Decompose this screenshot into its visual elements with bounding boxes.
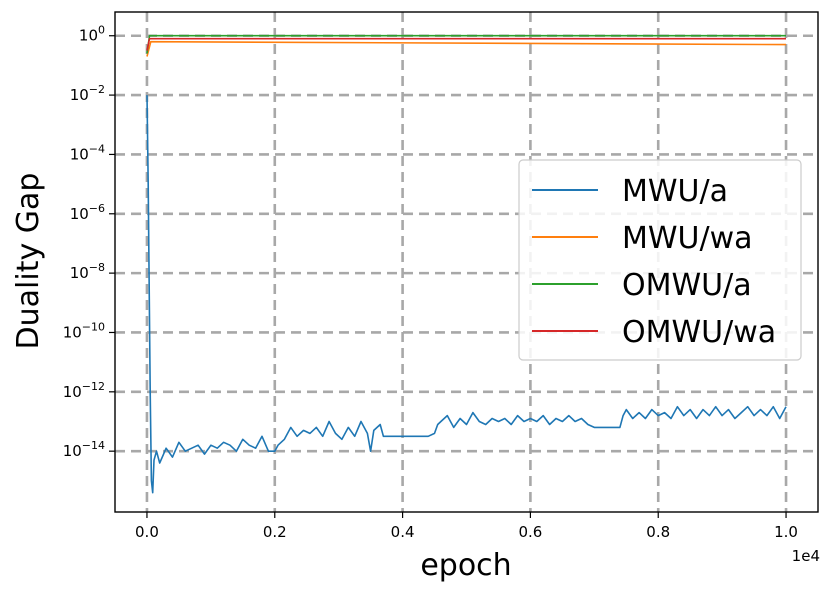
y-axis-label: Duality Gap (11, 173, 46, 350)
plot-frame (114, 11, 819, 513)
legend: MWU/a MWU/wa OMWU/a OMWU/wa (518, 159, 802, 361)
x-tick-label: 0.4 (391, 523, 415, 541)
x-axis-label: epoch (420, 548, 511, 583)
y-tick-exponent: −10 (82, 320, 105, 333)
y-tick-exponent: −14 (82, 439, 105, 452)
y-tick-base: 10 (70, 264, 89, 282)
series-lines (146, 34, 787, 494)
y-tick-label: 10−4 (70, 142, 105, 163)
y-tick-base: 10 (63, 383, 82, 401)
y-tick-exponent: −8 (89, 261, 105, 274)
y-tick-base: 10 (70, 205, 89, 223)
y-tick-label: 10−10 (63, 320, 105, 341)
x-tick-label: 0.2 (263, 523, 287, 541)
y-tick-base: 10 (63, 323, 82, 341)
legend-label: OMWU/wa (622, 315, 776, 350)
legend-box (518, 159, 802, 361)
series-line-mwu-a (146, 95, 787, 494)
y-tick-label: 10−6 (70, 202, 105, 223)
x-tick-label: 0.0 (135, 523, 159, 541)
legend-label: MWU/wa (622, 221, 753, 256)
y-tick-label: 10−8 (70, 261, 105, 282)
series-line-mwu-wa (146, 40, 787, 57)
x-tick-label: 1.0 (774, 523, 798, 541)
y-tick-label: 10−2 (70, 83, 105, 104)
series-line-omwu-wa (146, 37, 786, 51)
y-tick-base: 10 (79, 27, 98, 45)
y-tick-label: 100 (79, 24, 105, 45)
y-tick-base: 10 (70, 86, 89, 104)
legend-label: OMWU/a (622, 268, 752, 303)
x-tick-label: 0.8 (646, 523, 670, 541)
y-tick-label: 10−14 (63, 439, 105, 460)
legend-label: MWU/a (622, 174, 728, 209)
y-tick-label: 10−12 (63, 380, 105, 401)
x-offset-label: 1e4 (792, 547, 820, 565)
y-tick-exponent: −4 (89, 142, 105, 155)
y-tick-base: 10 (70, 145, 89, 163)
y-tick-exponent: 0 (98, 24, 105, 37)
x-tick-label: 0.6 (518, 523, 542, 541)
y-tick-base: 10 (63, 442, 82, 460)
y-tick-exponent: −2 (89, 83, 105, 96)
y-tick-exponent: −12 (82, 380, 105, 393)
y-tick-exponent: −6 (89, 202, 105, 215)
x-axis-ticks: 0.0 0.2 0.4 0.6 0.8 1.0 (135, 512, 798, 541)
